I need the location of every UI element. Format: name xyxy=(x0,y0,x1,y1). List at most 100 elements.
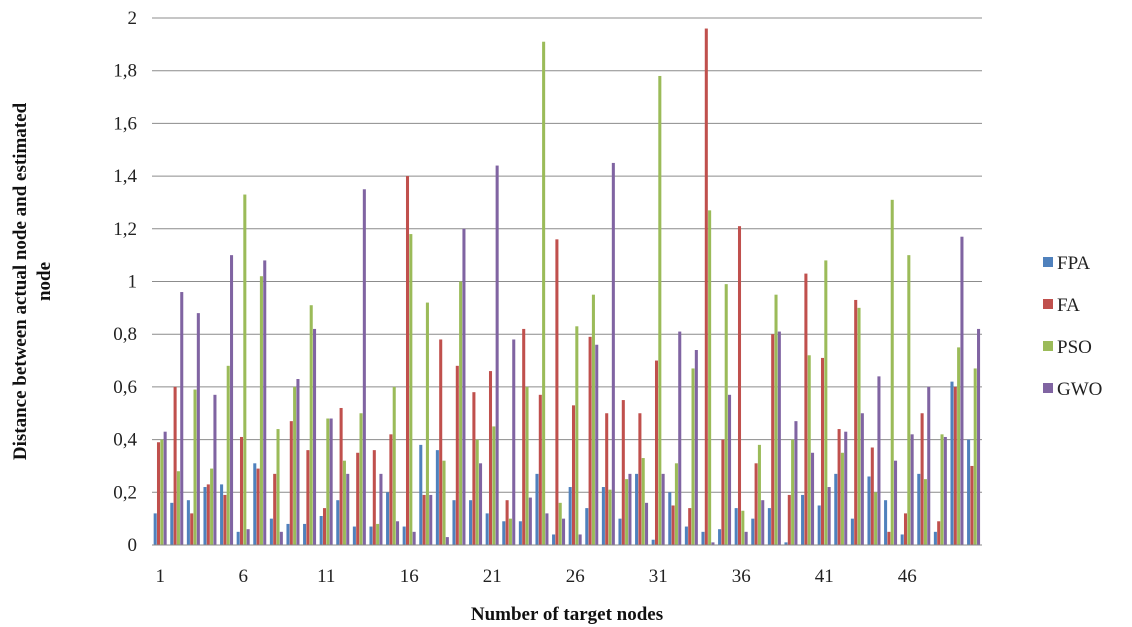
bar-pso-10 xyxy=(309,305,313,545)
bar-pso-27 xyxy=(591,294,595,545)
bar-fpa-38 xyxy=(767,508,771,545)
bar-pso-49 xyxy=(957,347,961,546)
bar-gwo-28 xyxy=(611,162,615,545)
x-tick-labels: 1 6 11 16 21 26 31 36 41 46 xyxy=(156,566,917,587)
y-axis-title: Distance between actual node and estimat… xyxy=(10,102,55,460)
bar-fpa-6 xyxy=(236,531,240,545)
legend-label-pso: PSO xyxy=(1057,337,1092,358)
bar-pso-42 xyxy=(840,452,844,545)
bar-gwo-11 xyxy=(329,418,333,545)
bar-gwo-20 xyxy=(479,463,483,545)
bar-fpa-16 xyxy=(402,526,406,545)
bar-fa-28 xyxy=(605,413,609,545)
bar-gwo-19 xyxy=(462,228,466,546)
bar-fpa-28 xyxy=(601,487,605,545)
bar-gwo-32 xyxy=(678,331,682,545)
bar-fa-35 xyxy=(721,439,725,545)
bar-fpa-15 xyxy=(386,492,390,545)
bar-fa-46 xyxy=(903,513,908,545)
bar-fa-45 xyxy=(887,531,891,545)
y-tick-label: 1,6 xyxy=(113,113,137,134)
bar-pso-39 xyxy=(791,439,795,545)
x-tick-label: 41 xyxy=(815,566,834,587)
bar-fa-13 xyxy=(356,452,360,545)
bar-gwo-18 xyxy=(445,537,449,545)
bar-fa-19 xyxy=(455,365,459,545)
bar-pso-6 xyxy=(243,194,247,546)
bar-gwo-25 xyxy=(562,518,566,545)
bar-fa-44 xyxy=(870,447,874,545)
bar-gwo-24 xyxy=(545,513,549,545)
bar-gwo-43 xyxy=(860,413,864,545)
bar-gwo-34 xyxy=(711,542,715,545)
bar-fa-10 xyxy=(306,450,310,545)
bar-fpa-48 xyxy=(933,531,937,545)
bar-fa-31 xyxy=(654,360,659,545)
bar-gwo-22 xyxy=(512,339,516,545)
bar-gwo-6 xyxy=(246,529,250,545)
bar-gwo-44 xyxy=(877,376,881,545)
x-tick-label: 11 xyxy=(317,566,335,587)
bar-fpa-22 xyxy=(502,521,506,545)
bar-gwo-31 xyxy=(661,473,665,545)
bar-fa-8 xyxy=(273,473,277,545)
bar-fa-32 xyxy=(671,505,675,545)
bar-fpa-42 xyxy=(834,473,838,545)
bar-pso-16 xyxy=(409,234,413,545)
bar-gwo-48 xyxy=(943,436,947,545)
bar-fa-43 xyxy=(854,299,858,545)
bar-fa-20 xyxy=(472,392,476,545)
x-tick-label: 21 xyxy=(483,566,502,587)
bar-fpa-41 xyxy=(817,505,821,545)
bar-gwo-12 xyxy=(346,473,350,545)
bar-fpa-13 xyxy=(352,526,356,545)
x-axis-title: Number of target nodes xyxy=(471,604,663,625)
bar-pso-41 xyxy=(824,260,828,545)
bar-fpa-32 xyxy=(668,492,672,545)
bar-fpa-37 xyxy=(751,518,755,545)
bar-fpa-7 xyxy=(253,463,257,545)
bar-fpa-11 xyxy=(319,516,323,545)
bar-gwo-29 xyxy=(628,473,632,545)
bar-pso-30 xyxy=(641,458,645,545)
bar-gwo-14 xyxy=(379,473,383,545)
legend-swatch-fpa xyxy=(1043,257,1053,267)
legend-swatch-fa xyxy=(1043,299,1053,309)
bar-pso-8 xyxy=(276,429,280,545)
bar-gwo-10 xyxy=(313,328,317,545)
bar-fpa-40 xyxy=(801,494,805,545)
bar-gwo-1 xyxy=(163,431,167,545)
bar-pso-5 xyxy=(226,365,230,545)
bar-fa-3 xyxy=(190,513,194,545)
bar-fpa-23 xyxy=(518,521,522,545)
y-tick-label: 1 xyxy=(128,272,138,293)
bar-pso-28 xyxy=(608,489,612,545)
bar-fa-33 xyxy=(688,508,692,545)
bar-fa-42 xyxy=(837,429,841,545)
y-tick-label: 1,4 xyxy=(113,166,137,187)
bar-fpa-8 xyxy=(269,518,273,545)
bar-pso-44 xyxy=(874,492,878,545)
bar-fa-1 xyxy=(156,442,161,545)
bar-gwo-30 xyxy=(645,502,649,545)
bar-fpa-31 xyxy=(651,539,655,545)
bar-pso-35 xyxy=(724,284,728,545)
bar-pso-46 xyxy=(907,255,911,545)
bar-fa-7 xyxy=(256,468,260,545)
bar-fpa-10 xyxy=(303,523,307,545)
bar-fpa-4 xyxy=(203,487,207,545)
bar-pso-38 xyxy=(774,294,778,545)
bar-pso-40 xyxy=(807,355,811,545)
bar-fpa-21 xyxy=(485,513,489,545)
bar-fpa-47 xyxy=(917,473,921,545)
bar-pso-12 xyxy=(342,460,346,545)
bar-fpa-45 xyxy=(884,500,888,545)
bar-fpa-27 xyxy=(585,508,589,545)
bar-fa-39 xyxy=(787,494,791,545)
y-tick-label: 2 xyxy=(128,8,138,29)
bar-fa-14 xyxy=(372,450,376,545)
bar-fa-5 xyxy=(223,494,227,545)
bar-pso-26 xyxy=(575,326,579,545)
bar-fa-21 xyxy=(488,371,493,545)
